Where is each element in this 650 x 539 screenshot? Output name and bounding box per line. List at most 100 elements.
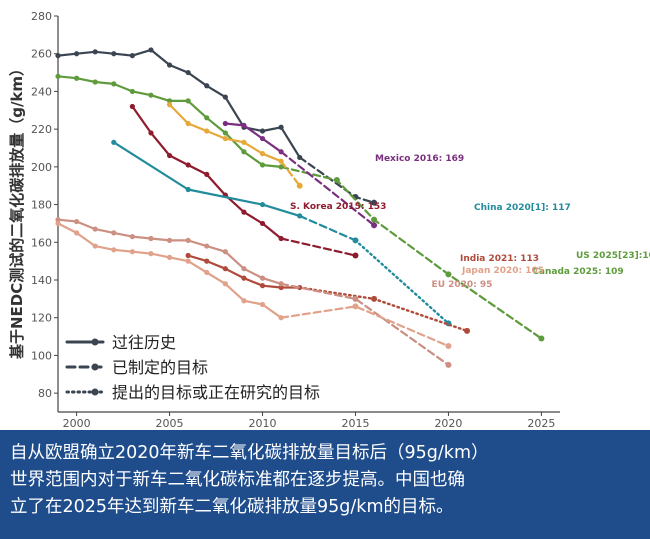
series-1-historical-point [241, 149, 247, 155]
series-annotation: EU 2020: 95 [432, 280, 493, 290]
series-lines [55, 47, 545, 368]
series-9-historical-point [222, 281, 228, 287]
series-7-proposed-line [298, 286, 469, 333]
series-0-enacted-point [371, 199, 378, 206]
series-8-historical-point [73, 218, 80, 225]
series-4-enacted-point [371, 222, 378, 229]
y-tick-label: 200 [31, 161, 52, 174]
series-0-historical-point [222, 94, 228, 100]
y-tick-label: 180 [31, 199, 52, 212]
series-annotation: S. Korea 2015: 153 [290, 202, 386, 212]
series-0-historical-point [55, 53, 61, 59]
series-3-historical-point [166, 102, 173, 108]
series-1-historical-point [55, 73, 61, 79]
series-annotation: India 2021: 113 [460, 254, 539, 264]
x-tick-label: 2020 [434, 417, 462, 430]
series-9-historical-point [129, 249, 135, 255]
series-1-historical-point [111, 81, 117, 87]
series-8-enacted-line [280, 282, 450, 366]
series-7-proposed-point [371, 295, 378, 302]
series-5-historical-point [129, 103, 135, 110]
series-9-historical-point [55, 220, 61, 227]
series-0-historical-point [166, 62, 173, 68]
series-7-historical-point [241, 275, 247, 281]
series-3-historical-point [222, 135, 228, 142]
y-tick-label: 160 [31, 236, 52, 249]
series-0-historical-point [111, 51, 117, 57]
y-tick-label: 100 [31, 349, 52, 362]
chart-area: 80 100 120 140 160 180 200 220 240 260 280 2000 2005… [8, 10, 650, 430]
series-5-historical-point [166, 152, 173, 159]
series-1-historical-point [259, 162, 266, 168]
series-9-historical-point [204, 269, 210, 276]
caption-line-2: 世界范围内对于新车二氧化碳标准都在逐步提高。中国也确 [10, 470, 465, 490]
series-1-enacted-point [538, 335, 545, 342]
legend-label: 已制定的目标 [112, 358, 208, 377]
series-3-historical-point [185, 120, 191, 127]
series-4-historical-line [224, 122, 283, 153]
caption-line-1: 自从欧盟确立2020年新车二氧化碳排放量目标后（95g/km） [10, 443, 489, 463]
series-7-proposed-point [464, 327, 471, 334]
series-7-historical-point [185, 252, 191, 259]
series-0-historical-line [56, 48, 301, 159]
series-7-historical-point [278, 284, 284, 291]
series-0-historical-point [278, 124, 284, 130]
legend-label: 过往历史 [112, 333, 176, 352]
series-8-enacted-point [445, 361, 452, 368]
series-4-historical-point [259, 135, 266, 142]
series-9-historical-point [92, 243, 98, 249]
legend-marker [91, 338, 99, 346]
series-3-enacted-line [280, 160, 301, 187]
series-1-historical-point [148, 92, 154, 98]
series-5-historical-point [241, 209, 247, 215]
series-5-enacted-point [352, 252, 359, 259]
legend-marker [91, 388, 99, 396]
series-1-historical-point [92, 79, 98, 85]
series-9-historical-point [111, 247, 117, 253]
series-annotations: Canada 2025: 109 US 2025[23]:109 Mexico 20… [290, 154, 650, 290]
caption-panel: 自从欧盟确立2020年新车二氧化碳排放量目标后（95g/km） 世界范围内对于新… [0, 430, 650, 539]
series-4-historical-point [241, 122, 247, 128]
y-tick-label: 280 [31, 10, 52, 23]
series-9-historical-point [241, 298, 247, 304]
series-8-historical-point [111, 230, 117, 236]
series-8-historical-point [55, 217, 61, 223]
series-5-historical-point [185, 162, 191, 168]
series-5-historical-point [148, 130, 154, 136]
series-7-historical-point [259, 283, 266, 289]
series-1-historical-point [73, 75, 80, 81]
series-8-historical-point [259, 275, 266, 281]
series-6-historical-line [112, 141, 301, 217]
series-8-historical-point [204, 243, 210, 249]
series-0-historical-point [92, 49, 98, 55]
series-8-historical-point [222, 249, 228, 255]
legend-marker [91, 363, 99, 371]
series-6-historical-point [185, 186, 191, 193]
series-9-enacted-point [352, 303, 359, 310]
series-9-historical-point [185, 258, 191, 264]
series-7-historical-point [204, 258, 210, 264]
series-5-enacted-line [280, 237, 357, 257]
series-annotation: China 2020[1]: 117 [474, 203, 571, 213]
series-9-historical-point [148, 251, 154, 257]
legend-label: 提出的目标或正在研究的目标 [112, 383, 320, 402]
series-1-enacted-point [445, 271, 452, 278]
y-tick-label: 80 [38, 387, 52, 400]
series-8-historical-line [56, 218, 283, 285]
caption-line-3: 立了在2025年达到新车二氧化碳排放量95g/km的目标。 [10, 497, 454, 517]
series-1-enacted-point [333, 177, 340, 184]
series-3-historical-point [204, 128, 210, 134]
series-0-historical-point [129, 53, 135, 59]
series-9-historical-point [259, 301, 266, 308]
series-1-historical-point [204, 115, 210, 121]
series-7-historical-point [222, 266, 228, 272]
series-annotation: Canada 2025: 109 [532, 267, 623, 277]
series-1-historical-point [166, 98, 173, 104]
series-6-enacted-line [298, 214, 357, 242]
series-8-enacted-point [352, 295, 359, 302]
series-9-enacted-point [445, 343, 452, 349]
co2-emissions-line-chart: 80 100 120 140 160 180 200 220 240 260 280 2000 2005… [8, 10, 650, 430]
series-4-historical-point [222, 120, 228, 127]
series-5-historical-point [204, 171, 210, 177]
